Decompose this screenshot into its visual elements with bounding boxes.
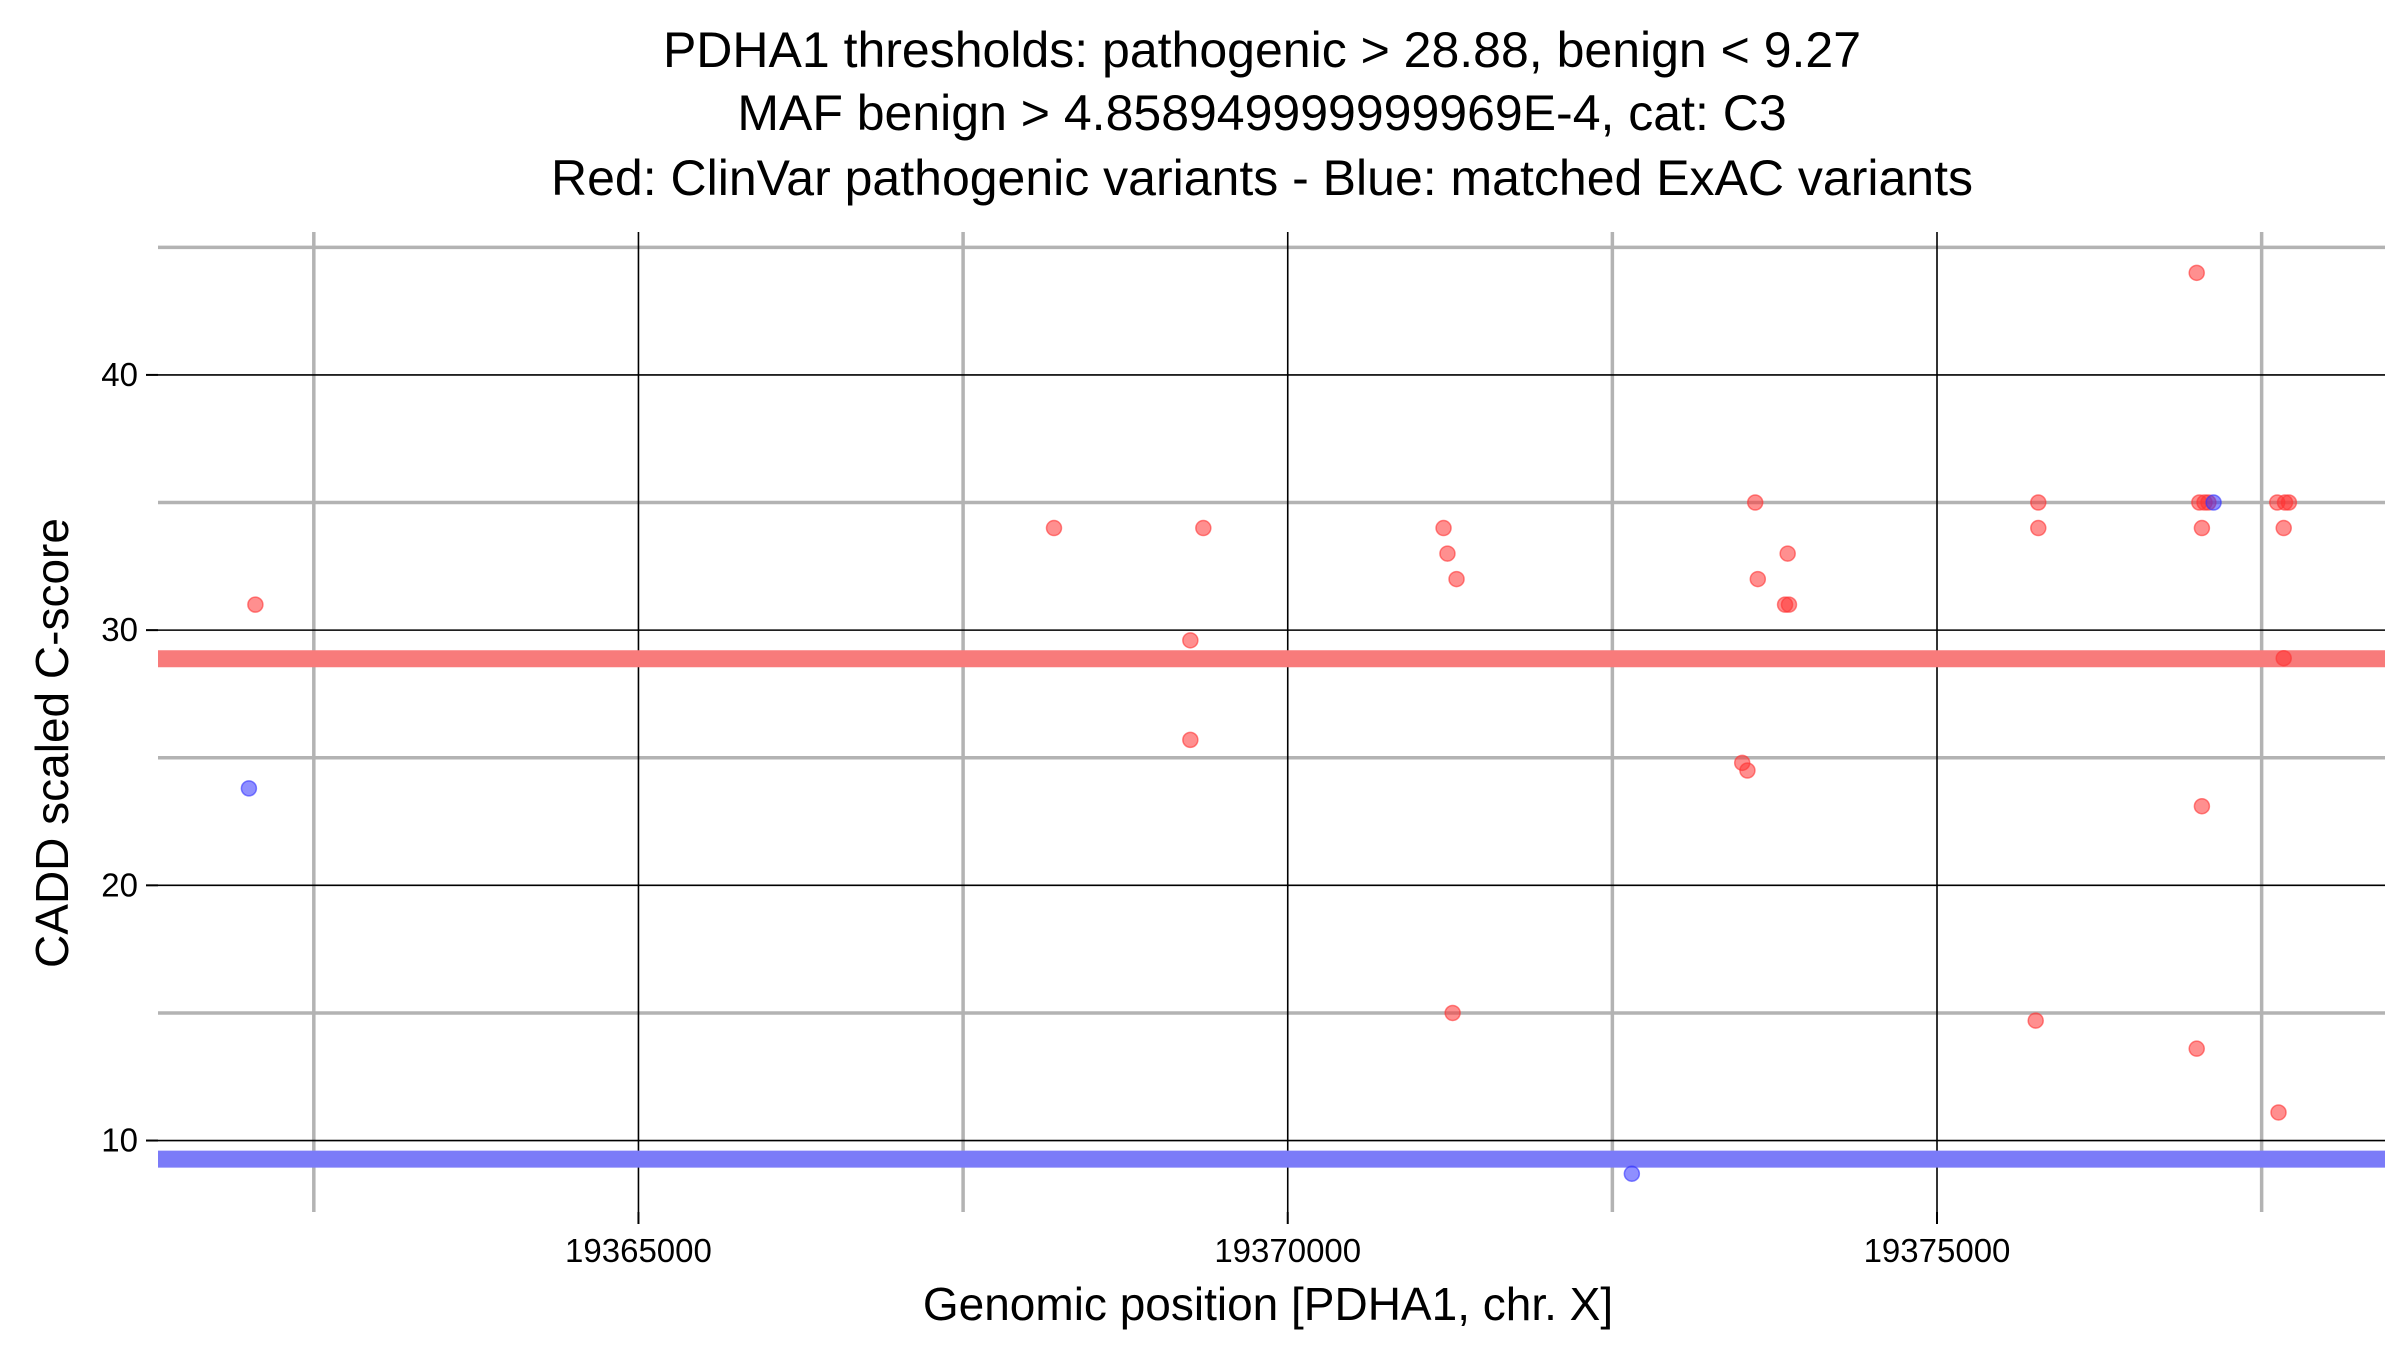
data-point-s0-13 (1780, 596, 1798, 613)
title-line-2: MAF benign > 4.858949999999969E-4, cat: … (737, 85, 1786, 141)
data-point-s1-1 (2205, 494, 2222, 511)
data-point-s0-2 (1195, 519, 1212, 537)
y-tick-label-2: 30 (101, 611, 138, 648)
data-point-s0-16 (2030, 494, 2047, 511)
data-point-s0-7 (1448, 570, 1465, 588)
data-point-s0-24 (2193, 797, 2211, 815)
y-axis-label: CADD scaled C-score (26, 518, 78, 968)
data-point-s0-28 (2280, 494, 2298, 511)
data-point-s0-0 (247, 596, 264, 613)
data-point-s0-15 (1739, 762, 1756, 779)
data-point-s0-31 (2270, 1104, 2287, 1121)
data-point-s0-30 (2275, 649, 2292, 667)
data-point-s0-29 (2275, 519, 2292, 537)
x-tick-label-2: 19375000 (1864, 1232, 2011, 1269)
data-points (240, 264, 2298, 1182)
x-tick-label-1: 19370000 (1214, 1232, 1361, 1269)
data-point-s1-2 (1623, 1165, 1641, 1182)
y-axis: 10 20 30 40 (101, 356, 158, 1159)
data-point-s0-5 (1435, 519, 1452, 537)
title-line-3: Red: ClinVar pathogenic variants - Blue:… (551, 150, 1973, 206)
x-tick-label-0: 19365000 (565, 1232, 712, 1269)
y-tick-label-0: 10 (101, 1122, 138, 1159)
data-point-s0-10 (1749, 570, 1767, 588)
major-gridlines (158, 232, 2385, 1212)
title-line-1: PDHA1 thresholds: pathogenic > 28.88, be… (663, 22, 1861, 78)
data-point-s0-8 (1444, 1004, 1461, 1022)
data-point-s0-6 (1439, 545, 1456, 562)
x-axis-label: Genomic position [PDHA1, chr. X] (923, 1278, 1613, 1330)
data-point-s0-19 (2188, 264, 2205, 282)
y-tick-label-3: 40 (101, 356, 138, 393)
data-point-s0-3 (1182, 632, 1199, 649)
data-point-s0-25 (2188, 1040, 2205, 1057)
threshold-lines (158, 650, 2385, 1168)
data-point-s1-0 (240, 780, 258, 797)
minor-gridlines (158, 232, 2385, 1212)
data-point-s0-9 (1746, 494, 1764, 511)
y-tick-label-1: 20 (101, 866, 138, 903)
chart-title: PDHA1 thresholds: pathogenic > 28.88, be… (551, 22, 1973, 206)
data-point-s0-1 (1045, 519, 1063, 537)
data-point-s0-17 (2030, 519, 2047, 537)
data-point-s0-4 (1182, 731, 1199, 749)
x-axis: 19365000 19370000 19375000 (565, 1212, 2010, 1269)
data-point-s0-23 (2193, 519, 2211, 537)
data-point-s0-11 (1779, 545, 1796, 562)
data-point-s0-18 (2027, 1012, 2044, 1029)
